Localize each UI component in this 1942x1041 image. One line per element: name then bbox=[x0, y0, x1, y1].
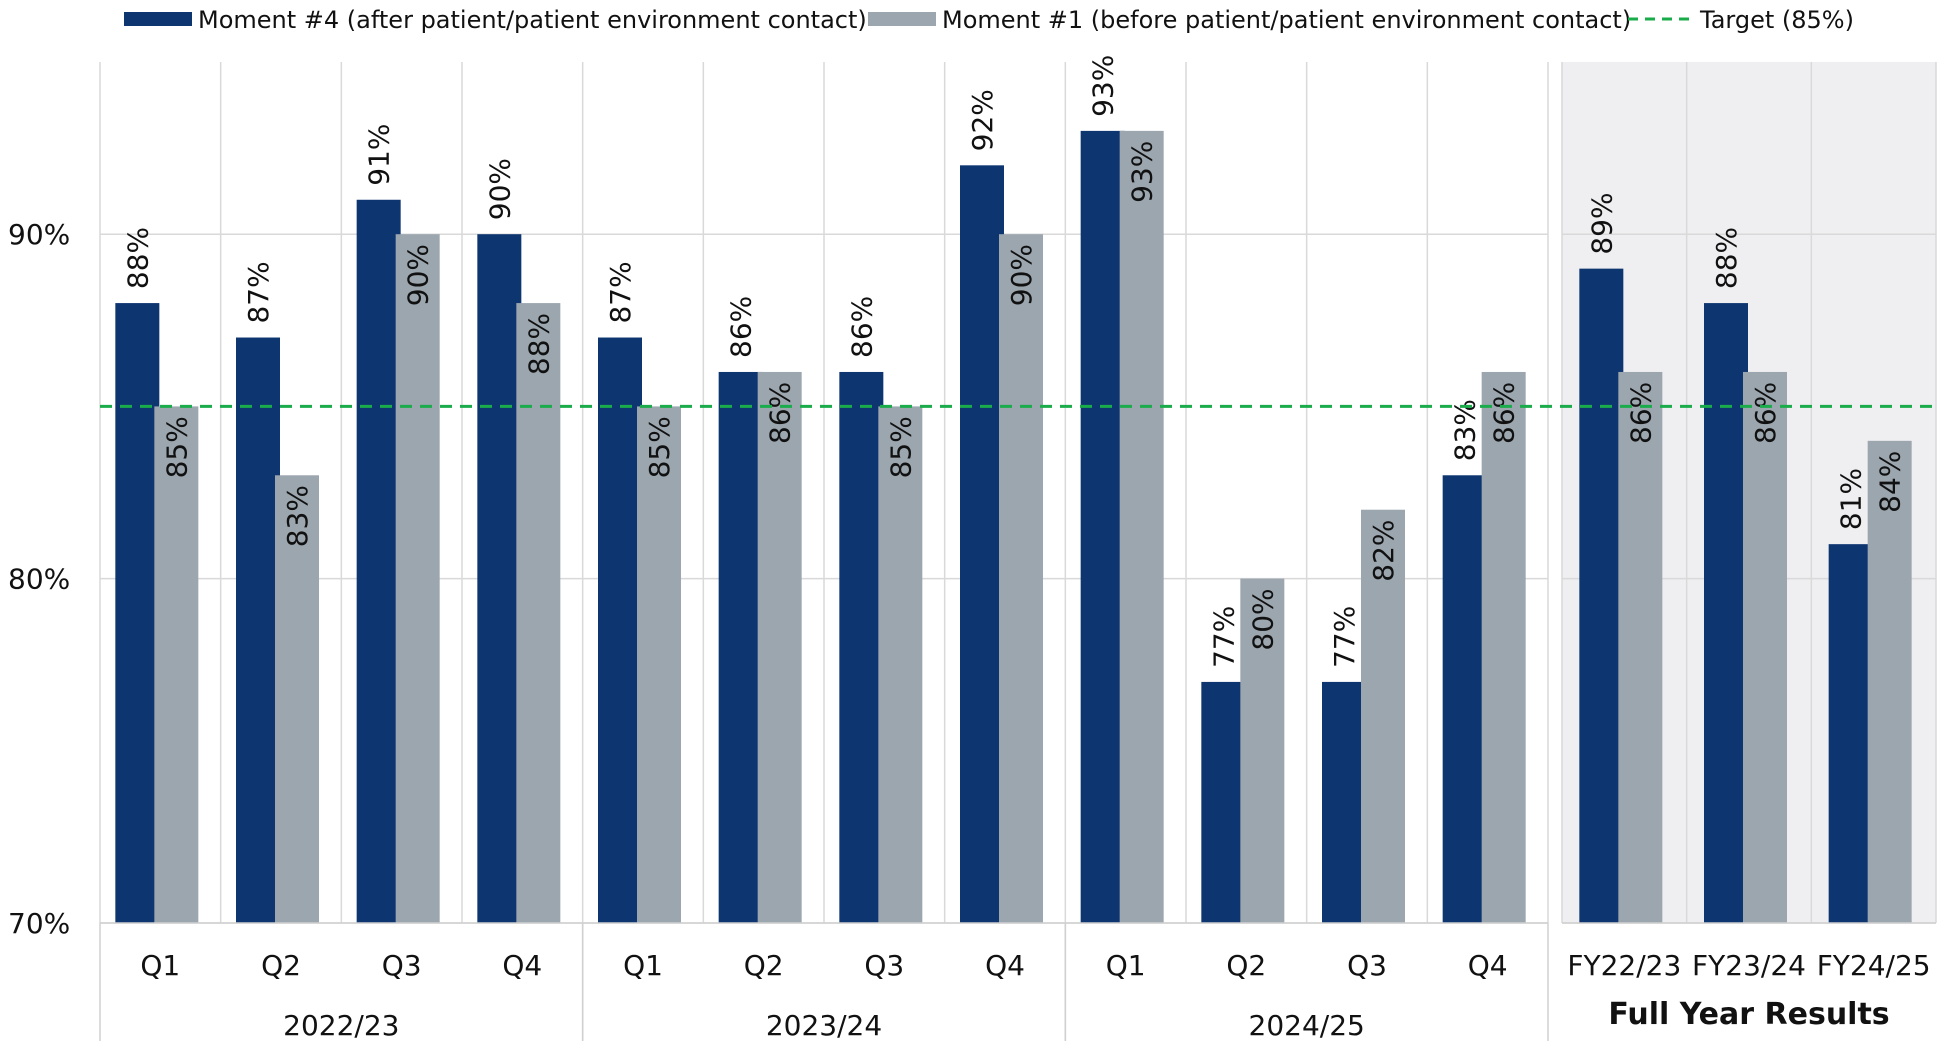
legend-label-target: Target (85%) bbox=[1699, 6, 1854, 34]
data-label-moment-4: 77% bbox=[1328, 606, 1361, 668]
data-label-moment-1: 82% bbox=[1367, 519, 1400, 581]
data-label-moment-1: 86% bbox=[1624, 382, 1657, 444]
data-label-moment-4: 91% bbox=[363, 124, 396, 186]
data-label-moment-1: 90% bbox=[1005, 244, 1038, 306]
data-label-moment-1: 85% bbox=[643, 416, 676, 478]
bar-moment-4 bbox=[960, 165, 1004, 923]
data-label-moment-4: 88% bbox=[121, 227, 154, 289]
bar-moment-1 bbox=[275, 475, 319, 923]
bar-moment-4 bbox=[839, 371, 884, 924]
bar-moment-4 bbox=[1704, 303, 1748, 924]
bar-moment-4 bbox=[115, 303, 160, 924]
legend-swatch-m4 bbox=[124, 12, 192, 26]
x-category-label: FY24/25 bbox=[1817, 949, 1931, 982]
x-category-label: Q2 bbox=[261, 949, 301, 982]
data-label-moment-4: 86% bbox=[845, 296, 878, 358]
bar-moment-4 bbox=[718, 371, 763, 924]
x-category-label: Q3 bbox=[1347, 949, 1387, 982]
y-tick-label: 90% bbox=[8, 218, 70, 251]
y-tick-label: 70% bbox=[8, 907, 70, 940]
legend-label-m4: Moment #4 (after patient/patient environ… bbox=[198, 6, 867, 34]
bar-moment-1 bbox=[1119, 130, 1164, 923]
group-label: 2023/24 bbox=[766, 1009, 882, 1041]
x-category-label: Q4 bbox=[985, 949, 1025, 982]
data-label-moment-1: 85% bbox=[884, 416, 917, 478]
data-label-moment-1: 83% bbox=[281, 485, 314, 547]
data-label-moment-4: 89% bbox=[1585, 192, 1618, 254]
bar-moment-4 bbox=[477, 234, 522, 923]
x-category-label: Q4 bbox=[1468, 949, 1508, 982]
bar-moment-1 bbox=[1240, 578, 1285, 923]
bar-moment-1 bbox=[516, 303, 561, 924]
bar-moment-1 bbox=[999, 234, 1043, 923]
data-label-moment-4: 92% bbox=[966, 89, 999, 151]
bar-moment-4 bbox=[356, 199, 401, 923]
bar-moment-4 bbox=[1322, 681, 1366, 923]
data-label-moment-4: 81% bbox=[1835, 468, 1868, 530]
bar-moment-1 bbox=[395, 234, 440, 923]
data-label-moment-4: 90% bbox=[483, 158, 516, 220]
chart-legend: Moment #4 (after patient/patient environ… bbox=[124, 6, 1854, 34]
x-category-label: FY23/24 bbox=[1692, 949, 1806, 982]
data-label-moment-1: 86% bbox=[1488, 382, 1521, 444]
bar-moment-1 bbox=[1361, 509, 1405, 923]
data-label-moment-1: 88% bbox=[522, 313, 555, 375]
x-category-label: Q2 bbox=[1226, 949, 1266, 982]
bar-moment-4 bbox=[1442, 475, 1487, 923]
group-label: Full Year Results bbox=[1608, 997, 1889, 1032]
data-label-moment-1: 80% bbox=[1246, 588, 1279, 650]
data-label-moment-1: 86% bbox=[1749, 382, 1782, 444]
data-label-moment-4: 87% bbox=[604, 261, 637, 323]
x-category-label: Q1 bbox=[1106, 949, 1146, 982]
x-category-label: Q1 bbox=[623, 949, 663, 982]
legend-label-m1: Moment #1 (before patient/patient enviro… bbox=[942, 6, 1631, 34]
data-label-moment-4: 77% bbox=[1207, 606, 1240, 668]
bar-moment-1 bbox=[1481, 371, 1526, 924]
data-label-moment-4: 83% bbox=[1449, 399, 1482, 461]
bar-moment-1 bbox=[1743, 371, 1787, 924]
bar-moment-1 bbox=[1867, 440, 1912, 923]
data-label-moment-1: 90% bbox=[402, 244, 435, 306]
bar-moment-4 bbox=[1201, 681, 1246, 923]
plot-area: 70% 80% 90% 88% 85% Q1 87% 83% Q2 91% 90% Q3 90% 88% Q… bbox=[8, 55, 1937, 1041]
bar-moment-1 bbox=[757, 371, 802, 924]
group-label: 2022/23 bbox=[283, 1009, 399, 1041]
data-label-moment-1: 84% bbox=[1874, 451, 1907, 513]
data-label-moment-1: 86% bbox=[764, 382, 797, 444]
data-label-moment-1: 85% bbox=[160, 416, 193, 478]
bar-moment-4 bbox=[236, 337, 280, 923]
bar-moment-4 bbox=[598, 337, 642, 923]
bar-moment-1 bbox=[1618, 371, 1663, 924]
bar-moment-1 bbox=[878, 406, 923, 923]
x-category-label: Q1 bbox=[140, 949, 180, 982]
x-category-label: Q2 bbox=[744, 949, 784, 982]
group-label: 2024/25 bbox=[1249, 1009, 1365, 1041]
x-category-label: Q3 bbox=[382, 949, 422, 982]
x-category-label: FY22/23 bbox=[1567, 949, 1681, 982]
bar-moment-4 bbox=[1828, 544, 1873, 923]
x-category-label: Q3 bbox=[864, 949, 904, 982]
data-label-moment-4: 88% bbox=[1710, 227, 1743, 289]
data-label-moment-1: 93% bbox=[1126, 141, 1159, 203]
x-category-label: Q4 bbox=[502, 949, 542, 982]
data-label-moment-4: 87% bbox=[242, 261, 275, 323]
data-label-moment-4: 86% bbox=[725, 296, 758, 358]
bar-moment-4 bbox=[1080, 130, 1125, 923]
data-label-moment-4: 93% bbox=[1087, 55, 1120, 117]
bar-moment-4 bbox=[1579, 268, 1624, 923]
y-tick-label: 80% bbox=[8, 563, 70, 596]
bar-moment-1 bbox=[637, 406, 681, 923]
bar-moment-1 bbox=[154, 406, 199, 923]
legend-swatch-m1 bbox=[868, 12, 936, 26]
